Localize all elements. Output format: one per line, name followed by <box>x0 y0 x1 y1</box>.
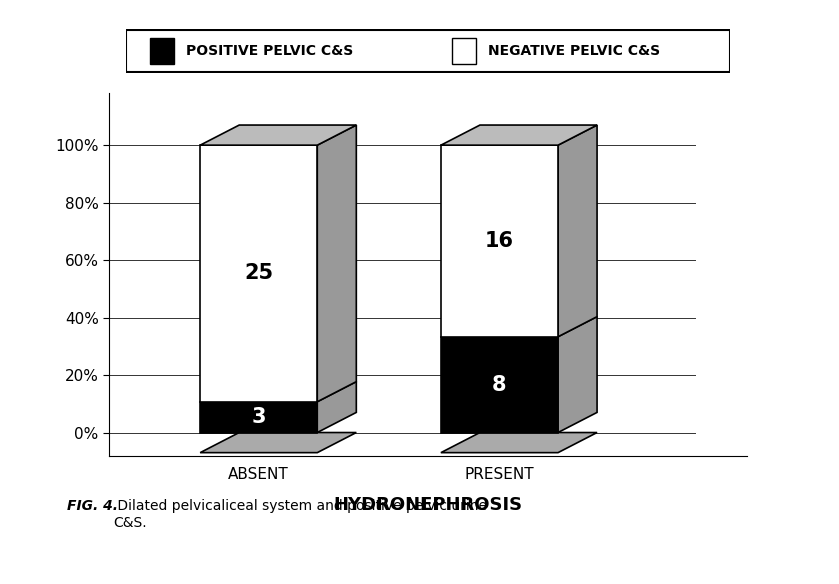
Bar <box>452 38 477 64</box>
Polygon shape <box>558 317 597 433</box>
Bar <box>441 145 558 337</box>
Polygon shape <box>317 381 357 433</box>
Text: 16: 16 <box>485 231 514 251</box>
Bar <box>201 402 317 433</box>
X-axis label: HYDRONEPHROSIS: HYDRONEPHROSIS <box>333 495 523 513</box>
Text: NEGATIVE PELVIC C&S: NEGATIVE PELVIC C&S <box>488 44 660 58</box>
Text: 25: 25 <box>244 263 274 283</box>
Polygon shape <box>441 433 597 453</box>
Text: Dilated pelvicaliceal system and positive pelvic urine
C&S.: Dilated pelvicaliceal system and positiv… <box>113 499 487 530</box>
Polygon shape <box>317 125 357 402</box>
Polygon shape <box>441 125 597 145</box>
Bar <box>150 38 175 64</box>
Text: POSITIVE PELVIC C&S: POSITIVE PELVIC C&S <box>186 44 353 58</box>
Text: FIG. 4.: FIG. 4. <box>67 499 118 513</box>
FancyBboxPatch shape <box>126 30 730 72</box>
Bar <box>441 337 558 433</box>
Polygon shape <box>558 125 597 337</box>
Text: 3: 3 <box>252 407 266 427</box>
Polygon shape <box>201 125 357 145</box>
Polygon shape <box>201 433 357 453</box>
Bar <box>201 145 317 402</box>
Text: 8: 8 <box>492 375 507 395</box>
